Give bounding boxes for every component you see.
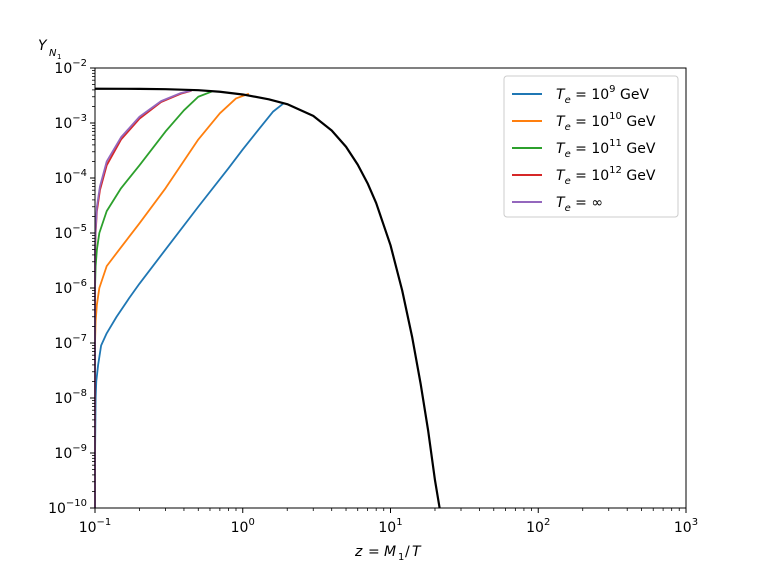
x-axis-title-t: T bbox=[412, 544, 422, 560]
x-tick-label: 102 bbox=[526, 517, 550, 536]
series-line-0 bbox=[94, 102, 285, 508]
x-axis-title-sub: 1 bbox=[398, 552, 404, 563]
y-tick-label: 10−9 bbox=[54, 443, 87, 462]
legend-box bbox=[503, 75, 679, 218]
x-axis-title-m: M bbox=[384, 544, 396, 560]
legend: Te = 109 GeV Te = 1010 GeV Te = 1011 GeV Te… bbox=[503, 75, 679, 218]
legend-label: Te = 109 GeV bbox=[556, 84, 649, 106]
x-axis-title-eq: = bbox=[368, 544, 380, 560]
y-tick-label: 10−8 bbox=[54, 388, 87, 407]
x-tick-label: 10−1 bbox=[79, 517, 112, 536]
y-tick-label: 10−6 bbox=[54, 278, 87, 297]
legend-label: Te = 1011 GeV bbox=[556, 138, 656, 160]
x-tick-label: 101 bbox=[378, 517, 402, 536]
x-tick-label: 103 bbox=[674, 517, 698, 536]
y-axis-title-subsub: 1 bbox=[57, 53, 61, 61]
y-tick-label: 10−4 bbox=[54, 168, 87, 187]
x-axis-title-z: z bbox=[354, 544, 363, 560]
y-tick-label: 10−5 bbox=[54, 223, 87, 242]
y-axis-title-sub: N bbox=[49, 48, 57, 59]
x-axis: 10−1 100 101 102 103 bbox=[79, 508, 698, 536]
legend-label: Te = 1010 GeV bbox=[556, 111, 656, 133]
series-line-5 bbox=[94, 87, 441, 509]
y-axis-title-main: Y bbox=[38, 38, 48, 54]
y-tick-label: 10−3 bbox=[54, 113, 87, 132]
y-tick-label: 10−2 bbox=[54, 58, 87, 77]
y-tick-label: 10−10 bbox=[48, 498, 87, 517]
x-tick-label: 100 bbox=[231, 517, 255, 536]
x-axis-title-slash: / bbox=[405, 544, 410, 560]
y-tick-label: 10−7 bbox=[54, 333, 87, 352]
y-axis: 10−10 10−9 10−8 10−7 10−6 10−5 10−4 10−3 10−2 bbox=[48, 58, 95, 517]
legend-label: Te = 1012 GeV bbox=[556, 165, 656, 187]
legend-label: Te = ∞ bbox=[556, 195, 603, 214]
y-axis-title: Y N 1 bbox=[38, 38, 61, 61]
x-axis-title: z = M 1 / T bbox=[354, 544, 422, 563]
